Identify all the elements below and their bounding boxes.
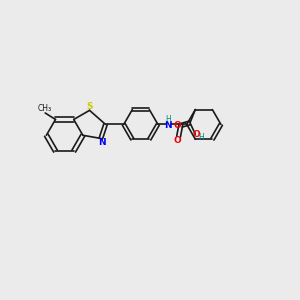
Text: N: N [164,121,171,130]
Text: O: O [193,130,200,139]
Text: CH₃: CH₃ [37,104,51,113]
Text: H: H [165,115,170,124]
Text: H: H [198,133,204,142]
Text: S: S [86,102,93,111]
Text: N: N [98,138,106,147]
Text: O: O [173,136,181,146]
Text: O: O [174,121,182,130]
